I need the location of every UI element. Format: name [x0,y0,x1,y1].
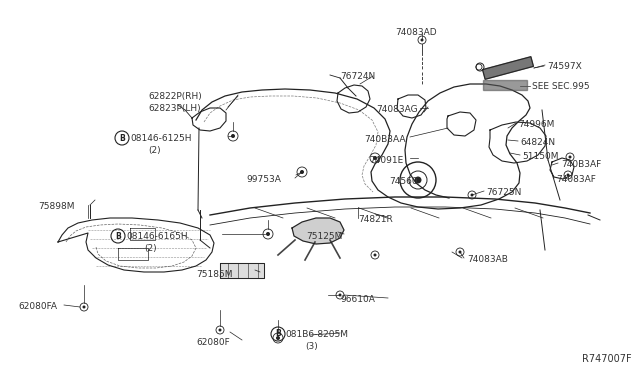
Text: 51150M: 51150M [522,152,559,161]
Text: 62822P(RH): 62822P(RH) [148,92,202,101]
Text: 74083AB: 74083AB [467,255,508,264]
Text: 74560: 74560 [389,177,418,186]
Text: 76725N: 76725N [486,188,522,197]
Text: 62080F: 62080F [196,338,230,347]
Circle shape [566,173,570,176]
Polygon shape [483,80,527,90]
Text: 74083AF: 74083AF [556,175,596,184]
Text: 740B3AF: 740B3AF [561,160,601,169]
Text: (2): (2) [148,146,161,155]
Text: R747007F: R747007F [582,354,632,364]
Polygon shape [483,57,534,79]
Text: 99753A: 99753A [246,175,281,184]
Text: 74083AG: 74083AG [376,105,418,114]
Text: 74597X: 74597X [547,62,582,71]
Text: 96610A: 96610A [340,295,375,304]
Text: 08146-6165H: 08146-6165H [126,232,188,241]
Text: SEE SEC.995: SEE SEC.995 [532,82,589,91]
Circle shape [373,156,377,160]
Text: 75125M: 75125M [306,232,342,241]
Text: 62080FA: 62080FA [18,302,57,311]
Text: 081B6-8205M: 081B6-8205M [285,330,348,339]
Text: B: B [275,330,281,339]
Circle shape [83,305,86,308]
Circle shape [218,328,221,331]
Circle shape [470,193,474,196]
Text: 740B3AA: 740B3AA [364,135,406,144]
Circle shape [420,38,424,42]
Circle shape [339,294,342,296]
Text: (3): (3) [305,342,317,351]
Text: 62823P(LH): 62823P(LH) [148,104,200,113]
Circle shape [458,250,461,253]
Text: B: B [115,231,121,241]
Text: 75185M: 75185M [196,270,232,279]
Circle shape [415,177,421,183]
Circle shape [568,155,572,158]
Text: 64824N: 64824N [520,138,555,147]
Polygon shape [220,263,264,278]
Text: 76724N: 76724N [340,72,375,81]
Polygon shape [292,218,344,244]
Text: 08146-6125H: 08146-6125H [130,134,191,143]
Circle shape [231,134,235,138]
Text: (2): (2) [144,244,157,253]
Circle shape [300,170,304,174]
Circle shape [276,336,280,340]
Text: 75898M: 75898M [38,202,74,211]
Text: 74996M: 74996M [518,120,554,129]
Text: B: B [119,134,125,142]
Circle shape [266,232,270,236]
Text: 74091E: 74091E [369,156,403,165]
Text: 74821R: 74821R [358,215,393,224]
Circle shape [374,253,376,257]
Text: 74083AD: 74083AD [395,28,436,37]
